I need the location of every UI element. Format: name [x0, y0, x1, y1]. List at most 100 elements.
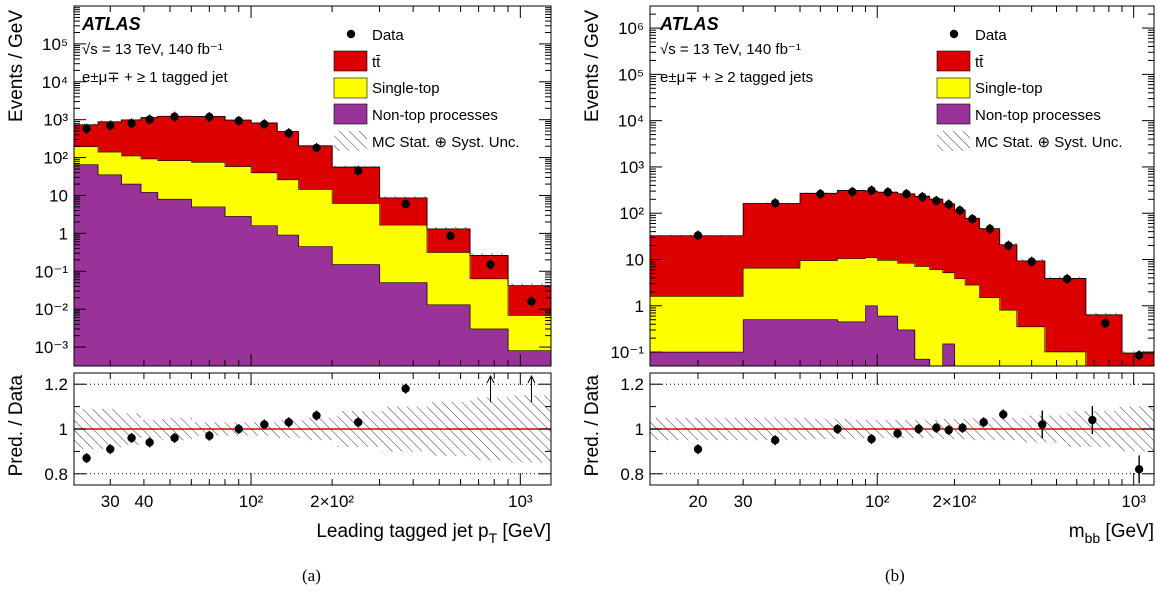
x-tick-label: 40	[134, 492, 153, 511]
y-tick-label: 10³	[43, 111, 68, 130]
legend-non-top-swatch	[936, 103, 971, 125]
total-uncertainty-band	[379, 196, 427, 200]
legend-non-top-label: Non-top processes	[975, 107, 1101, 124]
non-top-bin	[837, 321, 867, 366]
figure-svg: 10⁻³ 10⁻² 10⁻¹ 1 10 10² 10³ 10⁴ 10⁵ ATLAS √s = 13 …	[6, 5, 1155, 546]
data-point	[1004, 241, 1013, 250]
ratio-point	[1134, 465, 1144, 474]
data-point	[527, 297, 536, 306]
data-point	[867, 186, 876, 195]
atlas-label: ATLAS	[81, 14, 141, 34]
total-uncertainty-band	[507, 283, 551, 289]
legend-data-label: Data	[975, 27, 1007, 44]
ratio-arrow-head	[486, 374, 495, 384]
data-point	[1027, 257, 1036, 266]
single-top-bin	[1044, 351, 1087, 366]
data-point	[1101, 319, 1110, 328]
ratio-y-tick-label: 1.2	[44, 375, 68, 394]
legend-data-label: Data	[372, 27, 404, 44]
x-axis-title: mbb [GeV]	[1069, 521, 1154, 546]
ratio-y-tick-label: 1.2	[620, 375, 644, 394]
ratio-panel: 0.8 1 1.2 Pred. / Data 30 40 10² 2×10² 10³ Leadin…	[6, 372, 552, 546]
single-top-bin	[1016, 326, 1046, 366]
legend-unc-label: MC Stat. ⊕ Syst. Unc.	[975, 134, 1123, 151]
y-axis-title-ratio: Pred. / Data	[582, 375, 603, 477]
panel-b: 10⁻¹ 1 10 10² 10³ 10⁴ 10⁵ 10⁶ ATLAS √s = 13 TeV, …	[582, 5, 1155, 546]
non-top-bin	[224, 216, 252, 366]
data-point	[82, 124, 91, 133]
data-point	[968, 214, 977, 224]
legend-unc-label: MC Stat. ⊕ Syst. Unc.	[372, 134, 520, 151]
plot-frame-top	[73, 5, 552, 367]
non-top-bin	[426, 304, 471, 366]
non-top-bin	[914, 359, 931, 366]
data-point	[985, 224, 995, 234]
ratio-point	[170, 433, 179, 443]
data-point	[848, 187, 857, 197]
ratio-point	[234, 424, 243, 434]
ratio-point	[867, 434, 876, 444]
y-tick-label: 10³	[619, 158, 644, 177]
ratio-arrow-head	[527, 374, 536, 384]
ratio-point	[82, 453, 91, 463]
legend-unc-swatch	[937, 131, 970, 151]
y-tick-label: 10⁻²	[34, 300, 68, 319]
data-point	[932, 196, 941, 206]
total-uncertainty-band	[1085, 312, 1122, 317]
ratio-point	[944, 425, 953, 435]
x-tick-label: 10²	[865, 492, 890, 511]
data-point	[902, 189, 911, 199]
energy-lumi-label: √s = 13 TeV, 140 fb⁻¹	[660, 41, 801, 58]
y-tick-label: 10⁶	[618, 19, 644, 38]
data-point	[944, 200, 953, 209]
non-top-bin	[743, 319, 801, 366]
non-top-bin	[97, 174, 123, 366]
data-point	[693, 231, 703, 240]
data-point	[446, 231, 455, 241]
non-top-bin	[379, 282, 428, 366]
data-point	[127, 119, 136, 128]
data-point	[170, 112, 179, 121]
single-top-bin	[979, 297, 1001, 366]
total-uncertainty-band	[332, 165, 380, 169]
ratio-point	[127, 433, 136, 443]
ratio-y-tick-label: 1	[59, 420, 68, 439]
y-tick-label: 10⁴	[42, 73, 68, 92]
ratio-point	[106, 444, 115, 454]
non-top-bin	[800, 319, 839, 366]
legend-single-top-label: Single-top	[372, 80, 440, 97]
x-tick-label: 20	[689, 492, 708, 511]
ratio-point	[693, 444, 703, 454]
non-top-bin	[507, 350, 551, 366]
x-tick-label: 10²	[239, 492, 264, 511]
y-tick-label: 10²	[43, 149, 68, 168]
data-point	[145, 115, 154, 124]
ratio-point	[284, 418, 293, 427]
y-tick-label: 1	[635, 297, 644, 316]
y-tick-label: 10⁵	[618, 65, 644, 84]
data-point	[106, 121, 115, 130]
ratio-y-tick-label: 0.8	[620, 465, 644, 484]
legend-ttbar-swatch	[333, 50, 368, 72]
data-point	[401, 199, 410, 209]
ratio-point	[1088, 415, 1097, 425]
non-top-bin	[298, 246, 333, 366]
legend-ttbar-swatch	[936, 50, 971, 72]
data-point	[770, 198, 780, 208]
ratio-point	[354, 418, 363, 427]
non-top-bin	[121, 184, 142, 366]
ratio-point	[999, 410, 1008, 419]
non-top-bin	[942, 343, 956, 366]
selection-label: e±μ∓ + ≥ 1 tagged jet	[82, 69, 229, 86]
ratio-point	[979, 418, 988, 427]
y-tick-label: 10	[625, 251, 644, 270]
ratio-point	[205, 431, 214, 440]
ratio-y-tick-label: 0.8	[44, 465, 68, 484]
ratio-y-tick-label: 1	[635, 420, 644, 439]
y-tick-label: 10⁻¹	[610, 343, 644, 362]
data-point	[284, 128, 293, 138]
data-point	[205, 112, 214, 122]
y-tick-label: 10⁴	[618, 112, 644, 131]
x-tick-label: 30	[101, 492, 120, 511]
